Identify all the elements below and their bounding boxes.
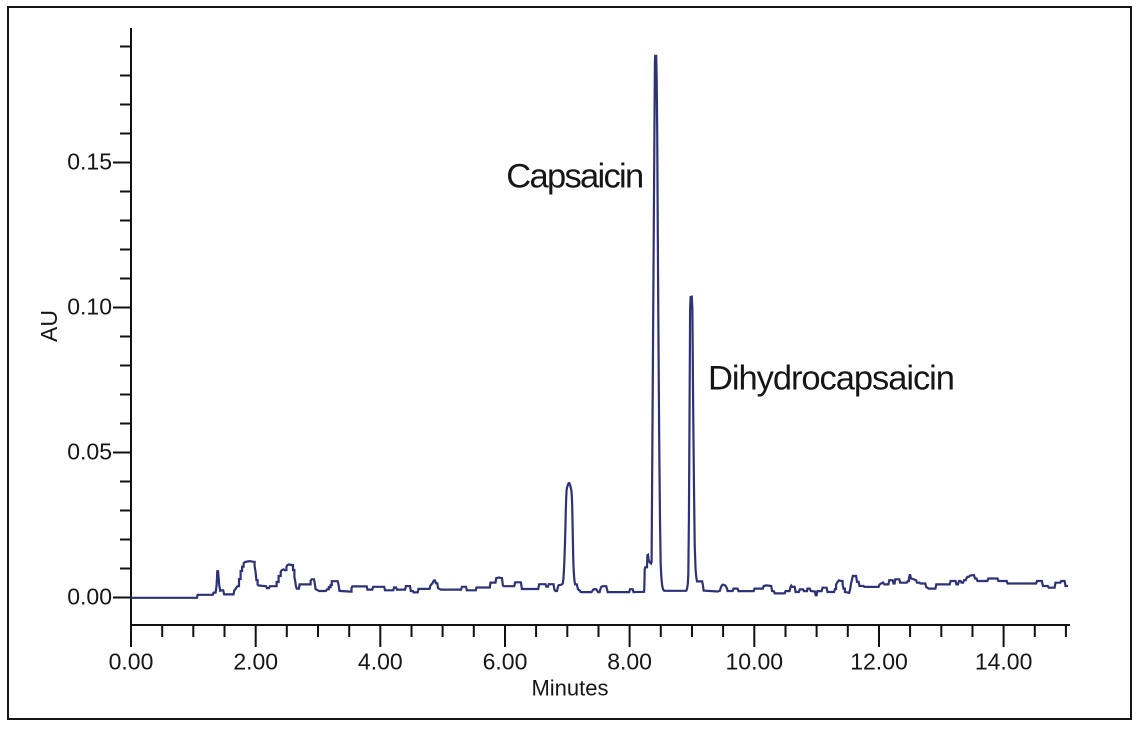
svg-text:0.15: 0.15 (67, 149, 112, 175)
svg-text:2.00: 2.00 (233, 649, 278, 675)
svg-text:4.00: 4.00 (358, 649, 403, 675)
svg-text:AU: AU (36, 310, 62, 342)
svg-text:8.00: 8.00 (607, 649, 652, 675)
svg-text:14.00: 14.00 (975, 649, 1033, 675)
svg-text:10.00: 10.00 (726, 649, 784, 675)
svg-text:0.00: 0.00 (109, 649, 154, 675)
svg-text:0.00: 0.00 (67, 584, 112, 610)
svg-text:Dihydrocapsaicin: Dihydrocapsaicin (708, 359, 954, 397)
svg-text:Capsaicin: Capsaicin (506, 158, 642, 196)
svg-text:0.05: 0.05 (67, 439, 112, 465)
svg-text:0.10: 0.10 (67, 294, 112, 320)
svg-text:12.00: 12.00 (850, 649, 908, 675)
svg-text:6.00: 6.00 (483, 649, 528, 675)
svg-text:Minutes: Minutes (531, 676, 608, 701)
